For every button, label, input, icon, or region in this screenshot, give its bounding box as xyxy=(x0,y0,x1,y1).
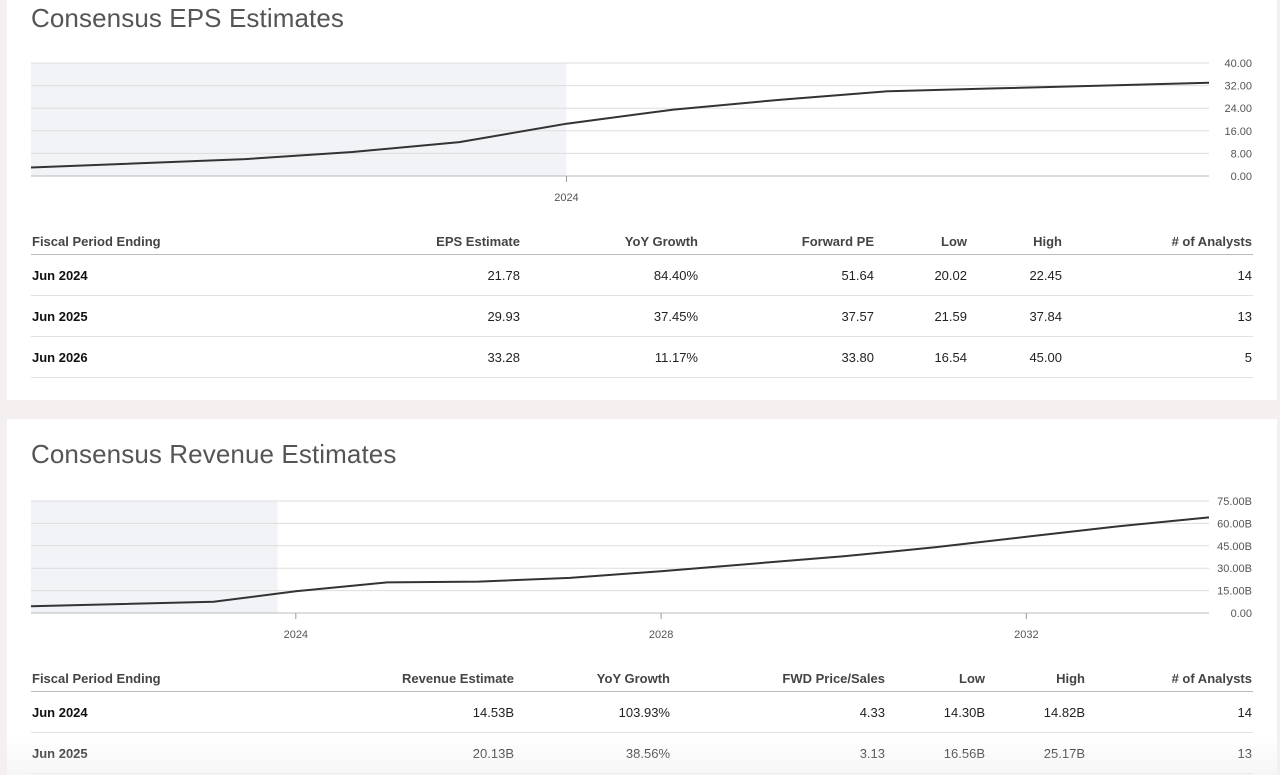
forward-pe-cell: 51.64 xyxy=(699,254,875,296)
revenue-series-line xyxy=(30,516,1210,608)
eps-estimate-cell: 33.28 xyxy=(193,336,521,378)
revenue-estimate-cell: 14.53B xyxy=(193,691,515,733)
revenue-estimate-cell: 20.13B xyxy=(193,732,515,774)
col-header-forward-pe[interactable]: Forward PE xyxy=(699,228,875,255)
analysts-cell: 5 xyxy=(1063,336,1253,378)
eps-y-tick-label: 24.00 xyxy=(1224,103,1252,115)
revenue-x-tick-label: 2032 xyxy=(1014,629,1038,641)
col-header-high[interactable]: High xyxy=(968,228,1063,255)
eps-x-tick-label: 2024 xyxy=(554,192,578,204)
col-header-yoy-growth[interactable]: YoY Growth xyxy=(515,665,671,692)
high-cell: 45.00 xyxy=(968,336,1063,378)
period-cell: Jun 2026 xyxy=(31,336,193,378)
col-header-revenue-estimate[interactable]: Revenue Estimate xyxy=(193,665,515,692)
yoy-growth-cell: 37.45% xyxy=(521,295,699,337)
col-header-low[interactable]: Low xyxy=(886,665,986,692)
revenue-section-title: Consensus Revenue Estimates xyxy=(31,439,397,469)
table-header-row: Fiscal Period Ending EPS Estimate YoY Gr… xyxy=(31,228,1253,255)
period-cell: Jun 2025 xyxy=(31,732,193,774)
analysts-cell: 13 xyxy=(1086,732,1253,774)
forward-pe-cell: 37.57 xyxy=(699,295,875,337)
revenue-estimates-table: Fiscal Period Ending Revenue Estimate Yo… xyxy=(31,665,1253,774)
revenue-y-tick-label: 0.00 xyxy=(1231,608,1252,620)
col-header-analysts[interactable]: # of Analysts xyxy=(1063,228,1253,255)
eps-line-chart: 40.00 32.00 24.00 16.00 8.00 0.00 2024 xyxy=(30,58,1252,204)
table-row: Jun 2024 21.78 84.40% 51.64 20.02 22.45 … xyxy=(31,254,1253,296)
eps-estimates-table: Fiscal Period Ending EPS Estimate YoY Gr… xyxy=(31,228,1253,378)
revenue-estimates-card: Consensus Revenue Estimates 75.00B 60.00B… xyxy=(7,419,1277,775)
table-row: Jun 2025 20.13B 38.56% 3.13 16.56B 25.17… xyxy=(31,732,1253,774)
high-cell: 37.84 xyxy=(968,295,1063,337)
low-cell: 21.59 xyxy=(875,295,968,337)
fwd-price-sales-cell: 3.13 xyxy=(671,732,886,774)
eps-section-title: Consensus EPS Estimates xyxy=(31,3,344,33)
eps-y-tick-label: 16.00 xyxy=(1224,126,1252,138)
eps-historical-shade xyxy=(31,63,567,176)
analysts-cell: 13 xyxy=(1063,295,1253,337)
eps-estimate-cell: 21.78 xyxy=(193,254,521,296)
low-cell: 16.56B xyxy=(886,732,986,774)
analysts-cell: 14 xyxy=(1086,691,1253,733)
forward-pe-cell: 33.80 xyxy=(699,336,875,378)
revenue-x-tick-label: 2028 xyxy=(649,629,673,641)
revenue-y-tick-label: 45.00B xyxy=(1217,541,1252,553)
eps-y-tick-label: 8.00 xyxy=(1231,148,1252,160)
revenue-x-tick-label: 2024 xyxy=(284,629,308,641)
table-row: Jun 2024 14.53B 103.93% 4.33 14.30B 14.8… xyxy=(31,691,1253,733)
high-cell: 25.17B xyxy=(986,732,1086,774)
col-header-low[interactable]: Low xyxy=(875,228,968,255)
eps-y-tick-label: 32.00 xyxy=(1224,81,1252,93)
col-header-fwd-price-sales[interactable]: FWD Price/Sales xyxy=(671,665,886,692)
eps-series-line xyxy=(30,81,1210,169)
yoy-growth-cell: 38.56% xyxy=(515,732,671,774)
analysts-cell: 14 xyxy=(1063,254,1253,296)
eps-estimate-cell: 29.93 xyxy=(193,295,521,337)
table-row: Jun 2026 33.28 11.17% 33.80 16.54 45.00 … xyxy=(31,336,1253,378)
eps-y-tick-label: 40.00 xyxy=(1224,58,1252,70)
table-row: Jun 2025 29.93 37.45% 37.57 21.59 37.84 … xyxy=(31,295,1253,337)
col-header-high[interactable]: High xyxy=(986,665,1086,692)
col-header-analysts[interactable]: # of Analysts xyxy=(1086,665,1253,692)
revenue-y-tick-label: 60.00B xyxy=(1217,518,1252,530)
yoy-growth-cell: 11.17% xyxy=(521,336,699,378)
table-header-row: Fiscal Period Ending Revenue Estimate Yo… xyxy=(31,665,1253,692)
yoy-growth-cell: 84.40% xyxy=(521,254,699,296)
period-cell: Jun 2024 xyxy=(31,691,193,733)
revenue-historical-shade xyxy=(31,501,278,613)
revenue-y-tick-label: 30.00B xyxy=(1217,563,1252,575)
low-cell: 16.54 xyxy=(875,336,968,378)
revenue-y-tick-label: 15.00B xyxy=(1217,586,1252,598)
revenue-y-tick-label: 75.00B xyxy=(1217,496,1252,508)
low-cell: 20.02 xyxy=(875,254,968,296)
col-header-eps-estimate[interactable]: EPS Estimate xyxy=(193,228,521,255)
eps-estimates-card: Consensus EPS Estimates 40.00 32.00 24.00 1… xyxy=(7,0,1277,400)
low-cell: 14.30B xyxy=(886,691,986,733)
fwd-price-sales-cell: 4.33 xyxy=(671,691,886,733)
col-header-period[interactable]: Fiscal Period Ending xyxy=(31,665,193,692)
high-cell: 14.82B xyxy=(986,691,1086,733)
col-header-period[interactable]: Fiscal Period Ending xyxy=(31,228,193,255)
revenue-line-chart: 75.00B 60.00B 45.00B 30.00B 15.00B 0.00 2024 20… xyxy=(30,496,1252,641)
yoy-growth-cell: 103.93% xyxy=(515,691,671,733)
eps-y-tick-label: 0.00 xyxy=(1231,171,1252,183)
period-cell: Jun 2024 xyxy=(31,254,193,296)
col-header-yoy-growth[interactable]: YoY Growth xyxy=(521,228,699,255)
high-cell: 22.45 xyxy=(968,254,1063,296)
period-cell: Jun 2025 xyxy=(31,295,193,337)
